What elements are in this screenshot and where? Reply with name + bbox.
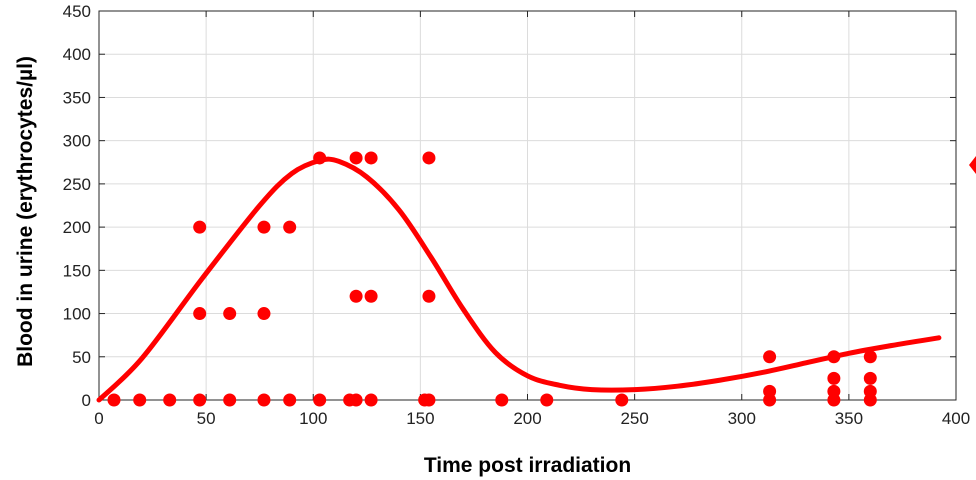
data-point: [223, 393, 237, 407]
grid-lines: [99, 11, 956, 400]
y-tick-label: 150: [63, 261, 91, 280]
y-tick-label: 50: [72, 348, 91, 367]
data-point: [422, 393, 436, 407]
x-tick-label: 100: [299, 409, 327, 428]
y-tick-label: 400: [63, 45, 91, 64]
data-point: [827, 384, 841, 398]
data-point: [257, 220, 271, 234]
data-point: [422, 151, 436, 165]
data-point: [349, 151, 363, 165]
data-point: [863, 371, 877, 385]
data-point: [313, 151, 327, 165]
x-tick-label: 250: [620, 409, 648, 428]
data-point: [827, 371, 841, 385]
x-tick-label: 400: [942, 409, 970, 428]
data-point: [615, 393, 629, 407]
data-point: [283, 220, 297, 234]
data-point: [193, 220, 207, 234]
y-tick-label: 0: [82, 391, 91, 410]
x-tick-label: 0: [94, 409, 103, 428]
data-point: [422, 289, 436, 303]
data-point: [763, 350, 777, 364]
y-tick-label: 350: [63, 88, 91, 107]
data-point: [193, 307, 207, 321]
legend-marker-fragment: [969, 156, 976, 174]
data-point: [863, 384, 877, 398]
data-point: [107, 393, 121, 407]
data-point: [313, 393, 327, 407]
y-tick-label: 450: [63, 2, 91, 21]
axes-box: [98, 10, 957, 401]
data-point: [283, 393, 297, 407]
data-point: [193, 393, 207, 407]
data-point: [349, 393, 363, 407]
x-tick-label: 150: [406, 409, 434, 428]
data-point: [827, 350, 841, 364]
x-tick-label: 200: [513, 409, 541, 428]
data-point: [495, 393, 509, 407]
data-point: [349, 289, 363, 303]
tick-labels: 0 50 100 150 200 250 300 350 400 0 50 100 150 200 250 3…: [63, 2, 971, 428]
x-tick-label: 350: [835, 409, 863, 428]
data-point: [257, 307, 271, 321]
data-points-layer: [107, 151, 976, 407]
x-tick-label: 300: [728, 409, 756, 428]
data-point: [540, 393, 554, 407]
data-point: [257, 393, 271, 407]
data-point: [133, 393, 147, 407]
data-point: [763, 384, 777, 398]
data-point: [163, 393, 177, 407]
x-tick-label: 50: [197, 409, 216, 428]
data-point: [364, 289, 378, 303]
fit-curve-layer: [96, 156, 942, 403]
data-point: [364, 151, 378, 165]
y-tick-label: 200: [63, 218, 91, 237]
y-tick-label: 300: [63, 132, 91, 151]
y-tick-label: 250: [63, 175, 91, 194]
fit-curve: [96, 156, 942, 403]
y-axis-label: Blood in urine (erythrocytes/µl): [14, 56, 37, 367]
data-point: [863, 350, 877, 364]
data-point: [223, 307, 237, 321]
data-point: [364, 393, 378, 407]
y-tick-label: 100: [63, 305, 91, 324]
x-axis-label: Time post irradiation: [424, 454, 631, 477]
